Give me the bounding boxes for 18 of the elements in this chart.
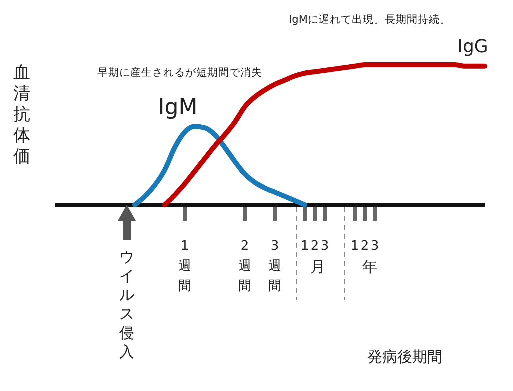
text: IgMに遅れて出現。長期間持続。 — [289, 13, 451, 26]
x-tick-label: 1 — [300, 239, 310, 254]
x-tick-label: 2 — [310, 239, 320, 254]
y-axis-title: 血清抗体価 — [14, 63, 30, 167]
series-label: IgG — [458, 36, 488, 58]
x-tick-label: 1 — [350, 239, 360, 254]
text: 発病後期間 — [368, 348, 442, 366]
text: 年 — [362, 258, 378, 276]
text: ウイルス侵入 — [120, 248, 134, 361]
x-tick-label: 1週間 — [178, 239, 192, 294]
x-tick-label: 2 — [360, 239, 370, 254]
x-tick-label: 3 — [370, 239, 380, 254]
x-tick-label: 3週間 — [268, 239, 282, 294]
x-tick-label: 2週間 — [238, 239, 252, 294]
text: 月 — [310, 258, 326, 276]
x-tick-label: 3 — [320, 239, 330, 254]
annotation: 早期に産生されるが短期間で消失 — [98, 66, 262, 79]
series-label: IgM — [158, 96, 198, 121]
